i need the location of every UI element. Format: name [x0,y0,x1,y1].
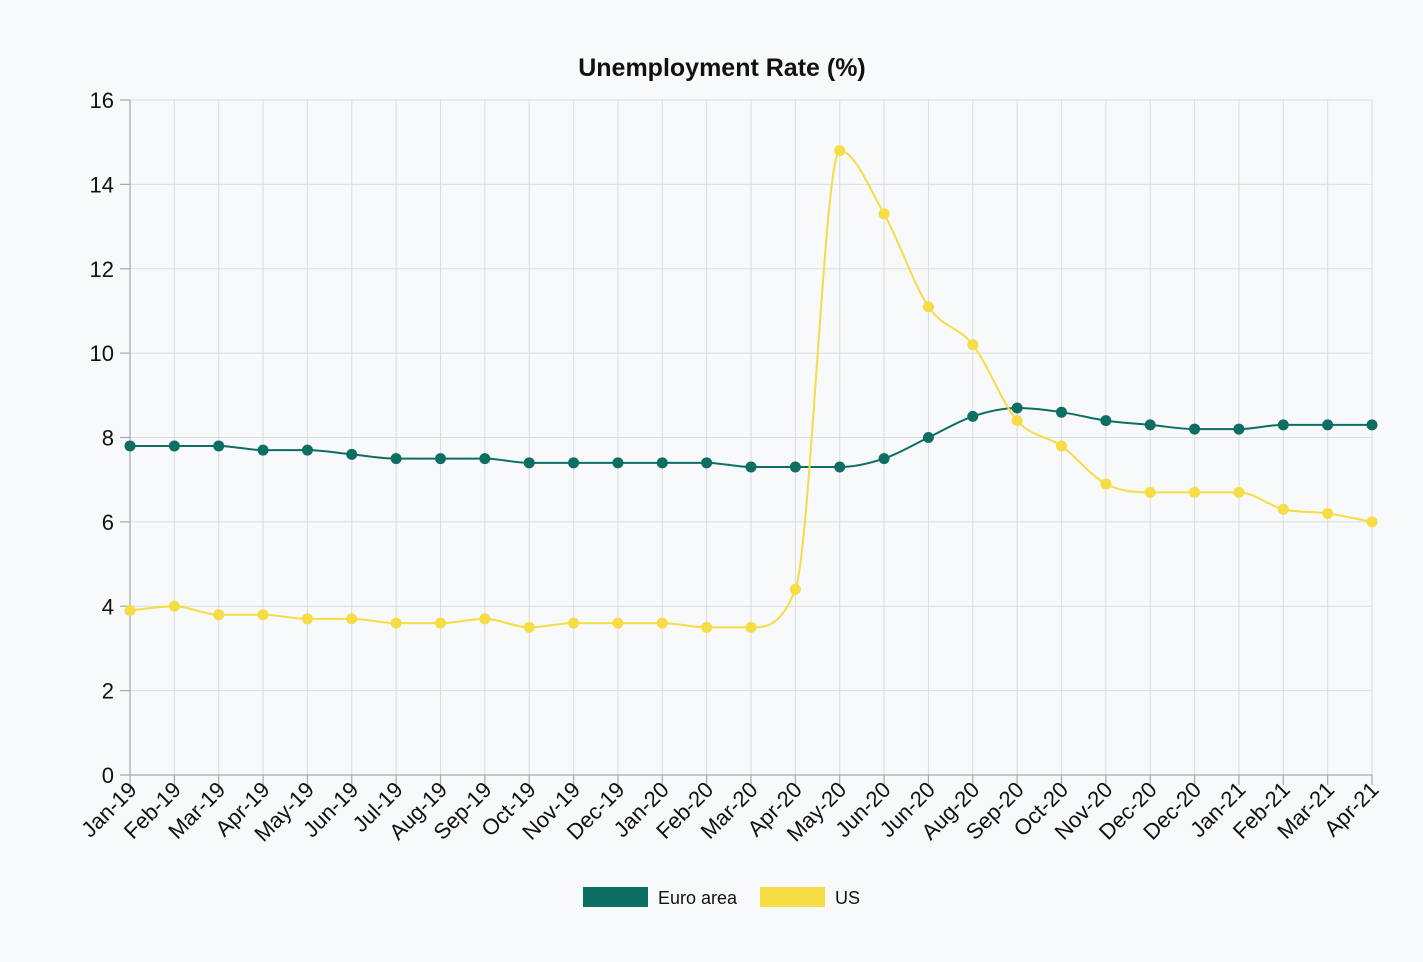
legend-item-euro-area[interactable]: Euro area [583,887,738,908]
x-axis-ticks: Jan-19Feb-19Mar-19Apr-19May-19Jun-19Jul-… [76,775,1384,846]
data-point-euro-area[interactable] [435,453,446,465]
legend-label: US [835,888,860,908]
data-point-us[interactable] [390,617,402,629]
data-point-us[interactable] [1189,486,1201,498]
legend-swatch [760,887,825,907]
data-point-us[interactable] [967,339,979,351]
data-point-euro-area[interactable] [1233,423,1245,435]
y-tick-label: 6 [102,510,114,535]
data-point-euro-area[interactable] [701,457,713,469]
y-tick-label: 8 [102,426,114,451]
data-point-us[interactable] [213,609,225,621]
data-point-us[interactable] [656,617,668,629]
data-point-us[interactable] [479,613,491,625]
data-point-euro-area[interactable] [922,432,934,443]
legend-swatch [583,887,648,907]
data-point-us[interactable] [1011,415,1023,427]
data-point-us[interactable] [1322,507,1334,519]
data-point-us[interactable] [568,617,580,629]
legend: Euro area US [583,887,860,908]
y-tick-label: 14 [90,172,114,197]
grid [130,99,1373,775]
y-tick-label: 0 [102,763,114,788]
data-point-euro-area[interactable] [1277,419,1289,431]
y-tick-label: 10 [90,341,114,366]
data-point-euro-area[interactable] [789,461,801,473]
data-point-us[interactable] [745,621,757,633]
data-point-euro-area[interactable] [213,440,225,452]
data-point-us[interactable] [612,617,624,629]
data-point-us[interactable] [1144,486,1156,498]
data-point-euro-area[interactable] [346,448,358,460]
data-point-us[interactable] [878,208,890,220]
data-point-euro-area[interactable] [168,440,180,452]
data-point-us[interactable] [1100,478,1112,490]
data-point-euro-area[interactable] [1011,402,1023,414]
data-point-us[interactable] [789,583,801,595]
data-point-us[interactable] [1233,486,1245,498]
data-point-us[interactable] [124,604,136,616]
data-point-euro-area[interactable] [967,410,979,422]
data-point-euro-area[interactable] [390,453,402,465]
data-point-euro-area[interactable] [568,457,580,469]
data-point-us[interactable] [1366,516,1378,528]
data-point-euro-area[interactable] [612,457,624,469]
data-point-euro-area[interactable] [301,444,313,456]
data-point-euro-area[interactable] [523,457,535,469]
y-tick-label: 4 [102,594,114,619]
data-point-euro-area[interactable] [656,457,668,469]
data-point-us[interactable] [301,613,313,625]
data-point-euro-area[interactable] [257,444,269,456]
chart-title: Unemployment Rate (%) [578,54,866,82]
data-point-euro-area[interactable] [1100,415,1112,427]
data-point-us[interactable] [257,609,269,621]
legend-label: Euro area [658,888,738,908]
data-point-us[interactable] [346,613,358,625]
series-euro-area [124,402,1378,473]
y-tick-label: 2 [102,679,114,704]
legend-item-us[interactable]: US [760,887,860,908]
series-lines [124,145,1378,633]
data-point-euro-area[interactable] [1056,406,1067,418]
data-point-euro-area[interactable] [1189,423,1201,435]
y-axis-ticks: 0 2 4 6 8 10 12 14 16 [90,88,130,788]
y-tick-label: 12 [90,257,114,282]
data-point-euro-area[interactable] [834,461,846,473]
data-point-us[interactable] [1056,440,1067,452]
data-point-us[interactable] [1277,503,1289,515]
data-point-euro-area[interactable] [1144,419,1156,431]
data-point-euro-area[interactable] [1366,419,1378,431]
data-point-euro-area[interactable] [124,440,136,452]
y-tick-label: 16 [90,88,114,113]
data-point-us[interactable] [701,621,713,633]
data-point-us[interactable] [834,145,846,157]
data-point-euro-area[interactable] [479,453,491,465]
data-point-euro-area[interactable] [1322,419,1334,431]
data-point-us[interactable] [922,301,934,313]
data-point-us[interactable] [168,600,180,612]
data-point-euro-area[interactable] [745,461,757,473]
data-point-us[interactable] [523,621,535,633]
series-us [124,145,1378,633]
data-point-us[interactable] [435,617,446,629]
data-point-euro-area[interactable] [878,453,890,465]
